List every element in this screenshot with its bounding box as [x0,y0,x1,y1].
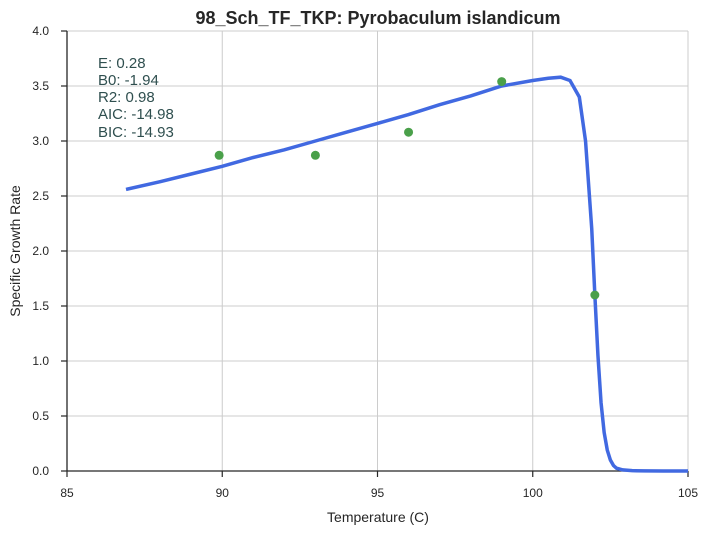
data-point [404,127,414,137]
x-tick-label: 100 [523,486,543,500]
x-axis-label: Temperature (C) [327,509,429,525]
fit-statistics: E: 0.28 B0: -1.94 R2: 0.98 AIC: -14.98 B… [98,55,174,141]
x-tick-label: 90 [216,486,230,500]
annotation-e: E: 0.28 [98,55,146,72]
annotation-r2: R2: 0.98 [98,89,155,106]
data-points [214,77,600,300]
data-point [310,150,320,160]
data-point [590,290,600,300]
annotation-bic: BIC: -14.93 [98,124,174,141]
x-tick-label: 85 [60,486,74,500]
x-tick-label: 105 [678,486,698,500]
y-tick-label: 2.0 [32,244,49,258]
annotation-b0: B0: -1.94 [98,72,159,89]
data-point [214,150,224,160]
y-tick-label: 0.0 [32,464,49,478]
axis-ticks: 85 90 95 100 105 0.0 0.5 1.0 1.5 2.0 2.5 3.0 3.5 4.0 [32,24,698,500]
fit-curve [125,75,688,473]
y-tick-label: 3.0 [32,134,49,148]
y-tick-label: 0.5 [32,409,49,423]
grid-lines [66,30,689,472]
annotation-aic: AIC: -14.98 [98,106,174,123]
chart-title: 98_Sch_TF_TKP: Pyrobaculum islandicum [195,8,560,28]
x-tick-label: 95 [371,486,385,500]
y-axis-label: Specific Growth Rate [7,185,23,317]
y-tick-label: 2.5 [32,189,49,203]
y-tick-label: 3.5 [32,79,49,93]
y-tick-label: 1.0 [32,354,49,368]
y-tick-label: 4.0 [32,24,49,38]
y-tick-label: 1.5 [32,299,49,313]
data-point [497,77,507,87]
